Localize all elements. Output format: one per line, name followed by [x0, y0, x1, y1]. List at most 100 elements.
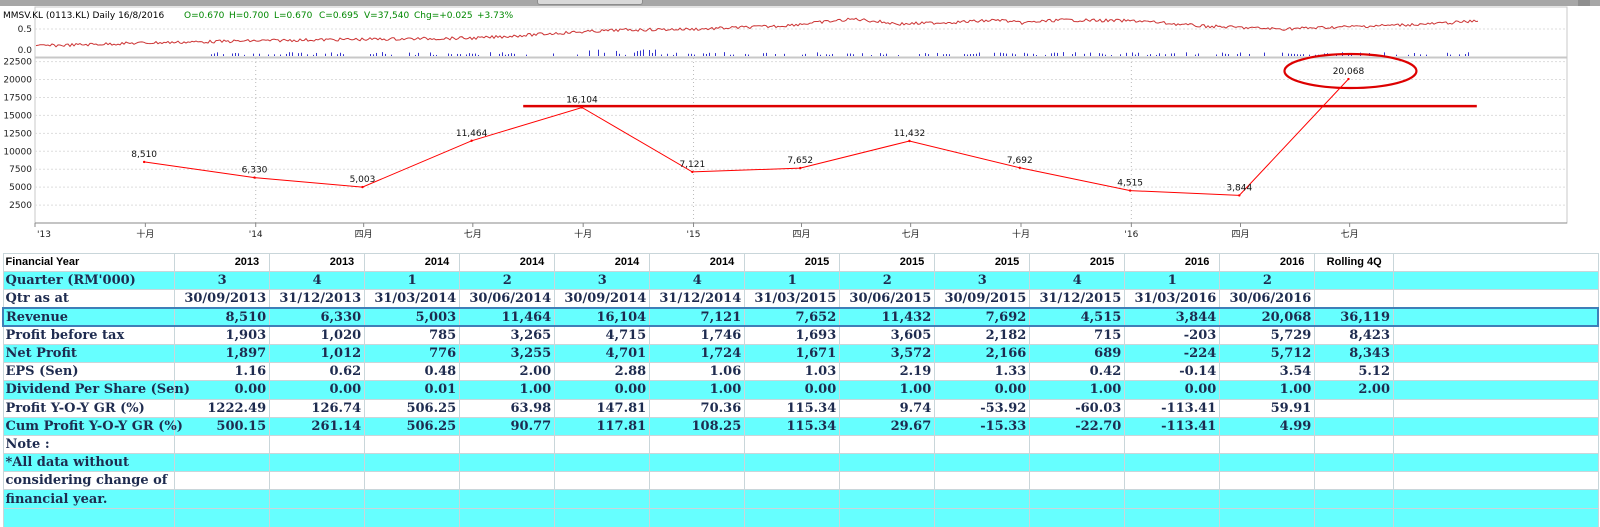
table-row[interactable]: Revenue 8,510 6,330 5,003 11,464 16,104 7,121 7…	[2, 307, 1600, 328]
table-cell	[934, 489, 1031, 509]
table-cell	[1029, 489, 1126, 509]
revenue-point	[691, 170, 694, 174]
volume-bar	[1072, 54, 1073, 56]
table-cell: 29.67	[839, 416, 936, 436]
table-cell: -113.41	[1124, 416, 1221, 436]
table-cell: 31/03/2016	[1124, 289, 1221, 309]
table-row[interactable]: Net Profit 1,897 1,012 776 3,255 4,701 1,724 1,…	[2, 343, 1599, 364]
revenue-point	[1128, 189, 1132, 192]
ohlc-change-pct: +3.73%	[477, 11, 514, 21]
volume-bar	[307, 54, 308, 56]
ohlc-change: Chg=+0.025	[414, 11, 473, 21]
table-cell: 0.00	[744, 380, 841, 400]
revenue-data-label: 7,692	[1007, 156, 1033, 166]
table-row[interactable]: Profit before tax 1,903 1,020 785 3,265 4,715…	[2, 325, 1599, 345]
table-row[interactable]: Quarter (RM'000) 3 4 1 2 3 4 1 2 3 4 1 2	[2, 271, 1599, 291]
table-row[interactable]: *All data without	[2, 453, 1599, 473]
volume-bar	[949, 54, 950, 56]
volume-bar	[1447, 52, 1448, 56]
volume-bar	[1384, 52, 1385, 56]
table-cell: 1.00	[649, 380, 746, 400]
row-label: financial year.	[2, 489, 176, 509]
column-header: 2013	[269, 252, 366, 273]
table-cell	[1393, 343, 1599, 364]
table-cell: 4,515	[1029, 307, 1126, 328]
volume-bar	[1426, 54, 1427, 56]
ohlc-high: H=0.700	[229, 11, 269, 21]
volume-bar	[508, 54, 509, 56]
volume-bar	[370, 54, 371, 56]
table-cell: -0.14	[1124, 362, 1221, 382]
window-edge-control[interactable]	[1578, 0, 1590, 6]
column-header: 2015	[934, 252, 1031, 273]
table-cell	[1393, 507, 1599, 527]
column-header: 2015	[1029, 252, 1126, 273]
table-cell: 31/12/2013	[269, 289, 366, 309]
table-row[interactable]: EPS (Sen) 1.16 0.62 0.48 2.00 2.88 1.06 1.03 2.1…	[2, 362, 1599, 382]
volume-bar	[472, 53, 473, 56]
volume-bar	[1006, 53, 1007, 56]
table-cell: 1	[744, 271, 841, 291]
volume-bar	[1027, 53, 1028, 56]
table-cell	[649, 489, 746, 509]
column-header: Financial Year	[2, 252, 176, 273]
volume-bar	[1138, 52, 1139, 56]
volume-bar	[1195, 54, 1196, 56]
revenue-data-label: 4,515	[1117, 179, 1143, 189]
revenue-data-label: 6,330	[242, 166, 268, 176]
table-row[interactable]	[2, 507, 1599, 527]
table-cell	[364, 489, 461, 509]
column-header: 2015	[839, 252, 936, 273]
volume-bar	[1222, 52, 1223, 56]
column-header: 2016	[1219, 252, 1316, 273]
volume-bar	[676, 52, 677, 56]
table-cell: 31/12/2014	[649, 289, 746, 309]
revenue-point	[1018, 166, 1021, 170]
table-row[interactable]: Profit Y-O-Y GR (%) 1222.49 126.74 506.25 63…	[2, 398, 1599, 418]
table-cell: 4	[649, 271, 746, 291]
volume-bar	[1003, 53, 1004, 56]
row-label: Dividend Per Share (Sen)	[2, 380, 190, 400]
table-cell: 785	[364, 325, 461, 345]
volume-bar	[526, 54, 527, 56]
x-tick-label: 七月	[902, 229, 920, 240]
table-cell: 1,671	[744, 343, 841, 364]
table-row[interactable]: considering change of	[2, 471, 1599, 491]
volume-bar	[1150, 54, 1151, 56]
y-tick-label: 12500	[3, 129, 32, 139]
table-cell: 0.00	[554, 380, 651, 400]
table-cell	[1029, 453, 1126, 473]
table-cell	[1029, 507, 1126, 527]
table-cell: -203	[1124, 325, 1221, 345]
table-cell: 776	[364, 343, 461, 364]
table-row[interactable]: financial year.	[2, 489, 1599, 509]
x-tick-label: '16	[1124, 230, 1138, 240]
volume-bar	[763, 53, 764, 56]
table-cell: 31/03/2015	[744, 289, 841, 309]
volume-bar	[373, 54, 374, 56]
table-row[interactable]: Qtr as at 30/09/2013 31/12/2013 31/03/2014 3…	[2, 289, 1599, 309]
ohlc-symbol: MMSV.KL (0113.KL) Daily 16/8/2016	[3, 11, 164, 21]
volume-bar	[460, 54, 461, 56]
table-cell: 1.00	[1219, 380, 1316, 400]
x-tick-label: '15	[687, 230, 701, 240]
table-row[interactable]: Note :	[2, 434, 1599, 455]
table-row[interactable]: Dividend Per Share (Sen) 0.00 0.00 0.01 1.00…	[2, 380, 1599, 400]
volume-bar	[616, 50, 617, 56]
table-row[interactable]: Cum Profit Y-O-Y GR (%) 500.15 261.14 506.2…	[2, 416, 1599, 436]
revenue-chart-frame	[34, 57, 1568, 224]
volume-bar	[688, 53, 689, 56]
table-cell	[1393, 434, 1599, 455]
x-tick-label: '14	[249, 230, 263, 240]
table-cell: 0.00	[174, 380, 271, 400]
volume-bar	[604, 52, 605, 56]
table-cell	[1124, 489, 1221, 509]
volume-bar	[505, 54, 506, 56]
revenue-data-label: 8,510	[131, 150, 157, 160]
volume-bar	[598, 49, 599, 56]
window-tab[interactable]	[537, 0, 643, 5]
table-header-row: Financial Year 2013 2013 2014 2014 2014 2014 20…	[2, 252, 1599, 273]
table-cell	[1314, 289, 1395, 309]
table-cell: 31/03/2014	[364, 289, 461, 309]
table-cell: 8,343	[1314, 343, 1395, 364]
